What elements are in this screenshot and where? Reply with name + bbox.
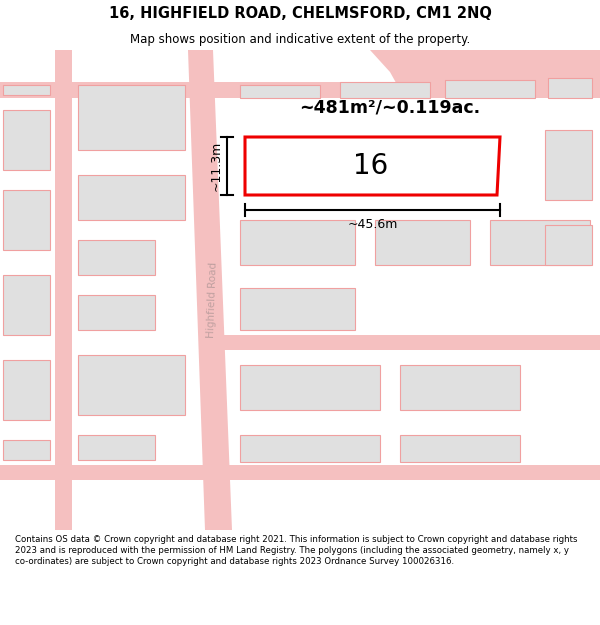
Polygon shape bbox=[400, 435, 520, 462]
Polygon shape bbox=[78, 175, 185, 220]
Polygon shape bbox=[3, 440, 50, 460]
Polygon shape bbox=[370, 50, 600, 72]
Polygon shape bbox=[78, 435, 155, 460]
Polygon shape bbox=[213, 82, 232, 98]
Text: Map shows position and indicative extent of the property.: Map shows position and indicative extent… bbox=[130, 32, 470, 46]
Text: ~11.3m: ~11.3m bbox=[210, 141, 223, 191]
Polygon shape bbox=[390, 72, 600, 90]
Polygon shape bbox=[240, 288, 355, 330]
Polygon shape bbox=[240, 220, 355, 265]
Polygon shape bbox=[445, 80, 535, 98]
Polygon shape bbox=[78, 355, 185, 415]
Polygon shape bbox=[240, 85, 320, 98]
Text: ~481m²/~0.119ac.: ~481m²/~0.119ac. bbox=[299, 99, 481, 117]
Polygon shape bbox=[548, 78, 592, 98]
Polygon shape bbox=[240, 365, 380, 410]
Polygon shape bbox=[0, 465, 600, 480]
Polygon shape bbox=[245, 137, 500, 195]
Text: 16: 16 bbox=[353, 152, 389, 180]
Polygon shape bbox=[78, 85, 185, 150]
Polygon shape bbox=[240, 435, 380, 462]
Polygon shape bbox=[3, 275, 50, 335]
Text: 16, HIGHFIELD ROAD, CHELMSFORD, CM1 2NQ: 16, HIGHFIELD ROAD, CHELMSFORD, CM1 2NQ bbox=[109, 6, 491, 21]
Text: Contains OS data © Crown copyright and database right 2021. This information is : Contains OS data © Crown copyright and d… bbox=[15, 535, 577, 566]
Polygon shape bbox=[188, 50, 232, 530]
Polygon shape bbox=[3, 360, 50, 420]
Polygon shape bbox=[340, 82, 430, 98]
Polygon shape bbox=[3, 110, 50, 170]
Polygon shape bbox=[78, 240, 155, 275]
Polygon shape bbox=[490, 220, 590, 265]
Polygon shape bbox=[220, 335, 600, 350]
Polygon shape bbox=[3, 85, 50, 95]
Polygon shape bbox=[3, 190, 50, 250]
Polygon shape bbox=[78, 295, 155, 330]
Polygon shape bbox=[545, 225, 592, 265]
Text: Highfield Road: Highfield Road bbox=[206, 262, 218, 338]
Polygon shape bbox=[375, 220, 470, 265]
Polygon shape bbox=[55, 50, 72, 530]
Polygon shape bbox=[545, 130, 592, 200]
Polygon shape bbox=[0, 82, 600, 98]
Text: ~45.6m: ~45.6m bbox=[347, 218, 398, 231]
Polygon shape bbox=[400, 365, 520, 410]
